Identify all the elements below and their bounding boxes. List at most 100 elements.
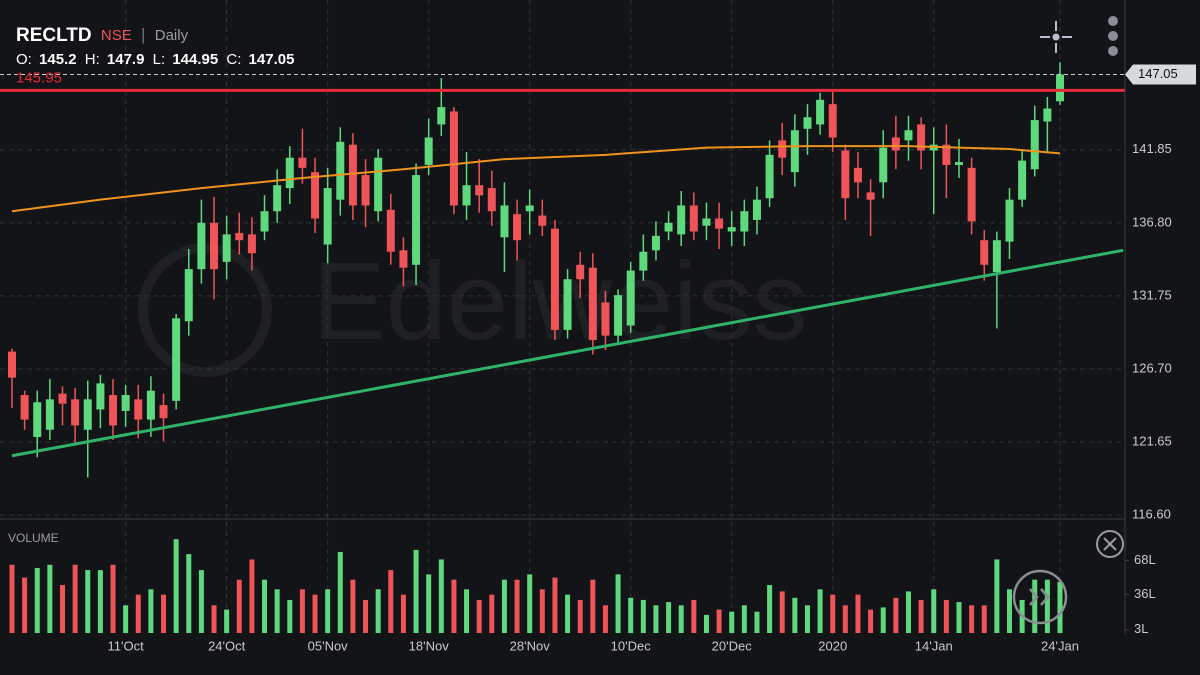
volume-bar — [956, 602, 962, 633]
candle-body — [689, 205, 698, 232]
candle-body — [273, 185, 282, 212]
moving-average — [11, 145, 1061, 213]
x-tick-label: 05'Nov — [308, 638, 349, 653]
candle-body — [361, 175, 370, 206]
x-tick-label: 11'Oct — [108, 638, 145, 653]
candle-body — [172, 318, 181, 401]
candle-body — [311, 172, 320, 219]
volume-tick-label: 36L — [1134, 586, 1156, 601]
volume-bar — [602, 605, 608, 633]
close-volume-button[interactable] — [1096, 530, 1124, 558]
volume-bar — [767, 585, 773, 633]
volume-tick-label: 3L — [1134, 621, 1148, 636]
volume-bar — [161, 594, 167, 633]
candle-body — [134, 399, 143, 420]
candle-body — [285, 157, 294, 189]
volume-bar — [552, 577, 558, 633]
candle-body — [614, 295, 623, 336]
candle-body — [462, 185, 471, 206]
candle-body — [1056, 74, 1064, 102]
candle-body — [260, 211, 269, 232]
y-tick-label: 131.75 — [1132, 287, 1172, 302]
volume-bar — [173, 539, 179, 633]
ohlc-label: O: — [16, 51, 32, 68]
volume-bar — [337, 551, 343, 633]
candle-body — [980, 240, 989, 265]
candle-body — [500, 205, 509, 238]
volume-bar — [527, 574, 533, 633]
candle-body — [651, 235, 660, 251]
candle-body — [967, 167, 976, 222]
candle-body — [740, 211, 749, 232]
x-tick-label: 10'Dec — [611, 638, 652, 653]
candle-body — [437, 107, 446, 125]
volume-bar — [148, 589, 154, 633]
volume-bar — [350, 579, 356, 633]
volume-bar — [325, 589, 331, 633]
interval: Daily — [155, 27, 189, 44]
candle-body — [702, 218, 711, 226]
candle-body — [197, 222, 206, 270]
header: RECLTD NSE | Daily — [16, 25, 189, 46]
volume-bar — [400, 594, 406, 633]
volume-bar — [249, 559, 255, 633]
candle-body — [487, 188, 496, 212]
volume-bar — [72, 564, 78, 633]
volume-bar — [842, 605, 848, 633]
crosshair-button[interactable] — [1040, 21, 1072, 53]
candle-body — [20, 395, 29, 420]
ohlc: O: 145.2 H: 147.9 L: 144.95 C: 147.05 — [16, 51, 294, 68]
candle-body — [1043, 108, 1052, 122]
candle-body — [752, 199, 761, 220]
scroll-latest-button[interactable] — [1012, 569, 1068, 625]
ohlc-label: L: — [153, 51, 166, 68]
ohlc-value: 145.2 — [39, 51, 77, 68]
volume-bar — [464, 589, 470, 633]
volume-bar — [779, 591, 785, 633]
candle-body — [71, 399, 80, 426]
volume-bar — [931, 589, 937, 633]
separator: | — [141, 25, 145, 44]
resistance-label: 145.95 — [16, 69, 62, 86]
candle-body — [727, 227, 736, 232]
candle-body — [601, 302, 610, 336]
volume-bar — [893, 597, 899, 633]
volume-bar — [969, 605, 975, 633]
volume-bar — [943, 599, 949, 633]
ohlc-label: C: — [226, 51, 241, 68]
candle-body — [538, 215, 547, 226]
candle-body — [210, 222, 219, 270]
volume-bar — [691, 599, 697, 633]
candle-body — [525, 205, 534, 212]
candle-body — [247, 234, 256, 254]
candle-body — [917, 124, 926, 151]
volume-bar — [615, 574, 621, 633]
volume-bar — [716, 609, 722, 633]
x-tick-label: 18'Nov — [409, 638, 450, 653]
volume-bar — [123, 605, 129, 633]
candle-body — [828, 104, 837, 138]
volume-bar — [262, 579, 268, 633]
menu-button[interactable] — [1108, 16, 1118, 56]
candle-body — [576, 264, 585, 280]
candle-body — [853, 167, 862, 183]
candle-body — [879, 147, 888, 183]
volume-bar — [703, 614, 709, 633]
y-tick-label: 116.60 — [1132, 507, 1171, 522]
volume-bar — [539, 589, 545, 633]
candle-body — [588, 267, 597, 341]
volume-bar — [375, 589, 381, 633]
candle-body — [449, 111, 458, 206]
candle-body — [904, 130, 913, 141]
volume-bar — [451, 579, 457, 633]
candle-body — [778, 140, 787, 158]
candle-body — [475, 185, 484, 196]
candle-body — [954, 162, 963, 165]
x-tick-label: 14'Jan — [915, 638, 953, 653]
candle-body — [386, 209, 395, 252]
volume-bar — [9, 564, 15, 633]
volume-bar — [363, 599, 369, 633]
candle-body — [550, 228, 559, 330]
volume-bar — [577, 599, 583, 633]
